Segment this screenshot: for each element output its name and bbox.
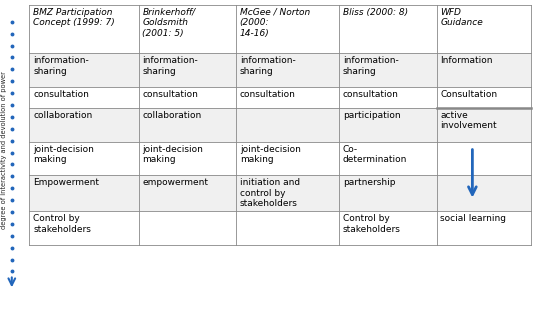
Bar [29,87,138,108]
Bar [29,53,138,87]
Bar [437,211,531,245]
Bar [138,211,236,245]
Bar [236,5,339,53]
Text: consultation: consultation [33,90,89,99]
Bar [138,108,236,142]
Bar [138,53,236,87]
Bar [236,142,339,175]
Bar [29,142,138,175]
Text: WFD
Guidance: WFD Guidance [441,8,483,27]
Text: information-
sharing: information- sharing [142,56,198,76]
Text: information-
sharing: information- sharing [33,56,89,76]
Text: information-
sharing: information- sharing [240,56,295,76]
Bar [29,5,138,53]
Bar [339,53,437,87]
Text: Co-
determination: Co- determination [343,145,407,164]
Text: Consultation: Consultation [441,90,497,99]
Text: initiation and
control by
stakeholders: initiation and control by stakeholders [240,178,300,208]
Bar [437,53,531,87]
Bar [437,175,531,211]
Bar [437,5,531,53]
Bar [339,108,437,142]
Text: joint-decision
making: joint-decision making [240,145,301,164]
Bar [437,142,531,175]
Bar [236,108,339,142]
Bar [236,211,339,245]
Text: collaboration: collaboration [33,111,93,120]
Text: joint-decision
making: joint-decision making [142,145,203,164]
Text: joint-decision
making: joint-decision making [33,145,94,164]
Text: information-
sharing: information- sharing [343,56,399,76]
Bar [138,175,236,211]
Bar [339,211,437,245]
Bar [236,175,339,211]
Bar [339,5,437,53]
Text: McGee / Norton
(2000:
14-16): McGee / Norton (2000: 14-16) [240,8,310,38]
Text: social learning: social learning [441,214,507,223]
Text: Control by
stakeholders: Control by stakeholders [33,214,91,234]
Text: degree of interactivity and devolution of power: degree of interactivity and devolution o… [1,71,8,229]
Text: Control by
stakeholders: Control by stakeholders [343,214,401,234]
Bar [29,211,138,245]
Bar [29,108,138,142]
Bar [138,5,236,53]
Text: partnership: partnership [343,178,396,188]
Bar [236,53,339,87]
Bar [339,142,437,175]
Bar [339,87,437,108]
Bar [437,87,531,108]
Text: participation: participation [343,111,400,120]
Bar [138,142,236,175]
Bar [236,87,339,108]
Text: BMZ Participation
Concept (1999: 7): BMZ Participation Concept (1999: 7) [33,8,115,27]
Text: consultation: consultation [240,90,295,99]
Text: Information: Information [441,56,493,65]
Bar [339,175,437,211]
Text: consultation: consultation [142,90,198,99]
Text: Bliss (2000: 8): Bliss (2000: 8) [343,8,408,17]
Bar [29,175,138,211]
Bar [437,108,531,142]
Text: collaboration: collaboration [142,111,202,120]
Bar [138,87,236,108]
Text: Empowerment: Empowerment [33,178,99,188]
Text: Brinkerhoff/
Goldsmith
(2001: 5): Brinkerhoff/ Goldsmith (2001: 5) [142,8,196,38]
Text: empowerment: empowerment [142,178,209,188]
Text: consultation: consultation [343,90,399,99]
Text: active
involvement: active involvement [441,111,497,130]
